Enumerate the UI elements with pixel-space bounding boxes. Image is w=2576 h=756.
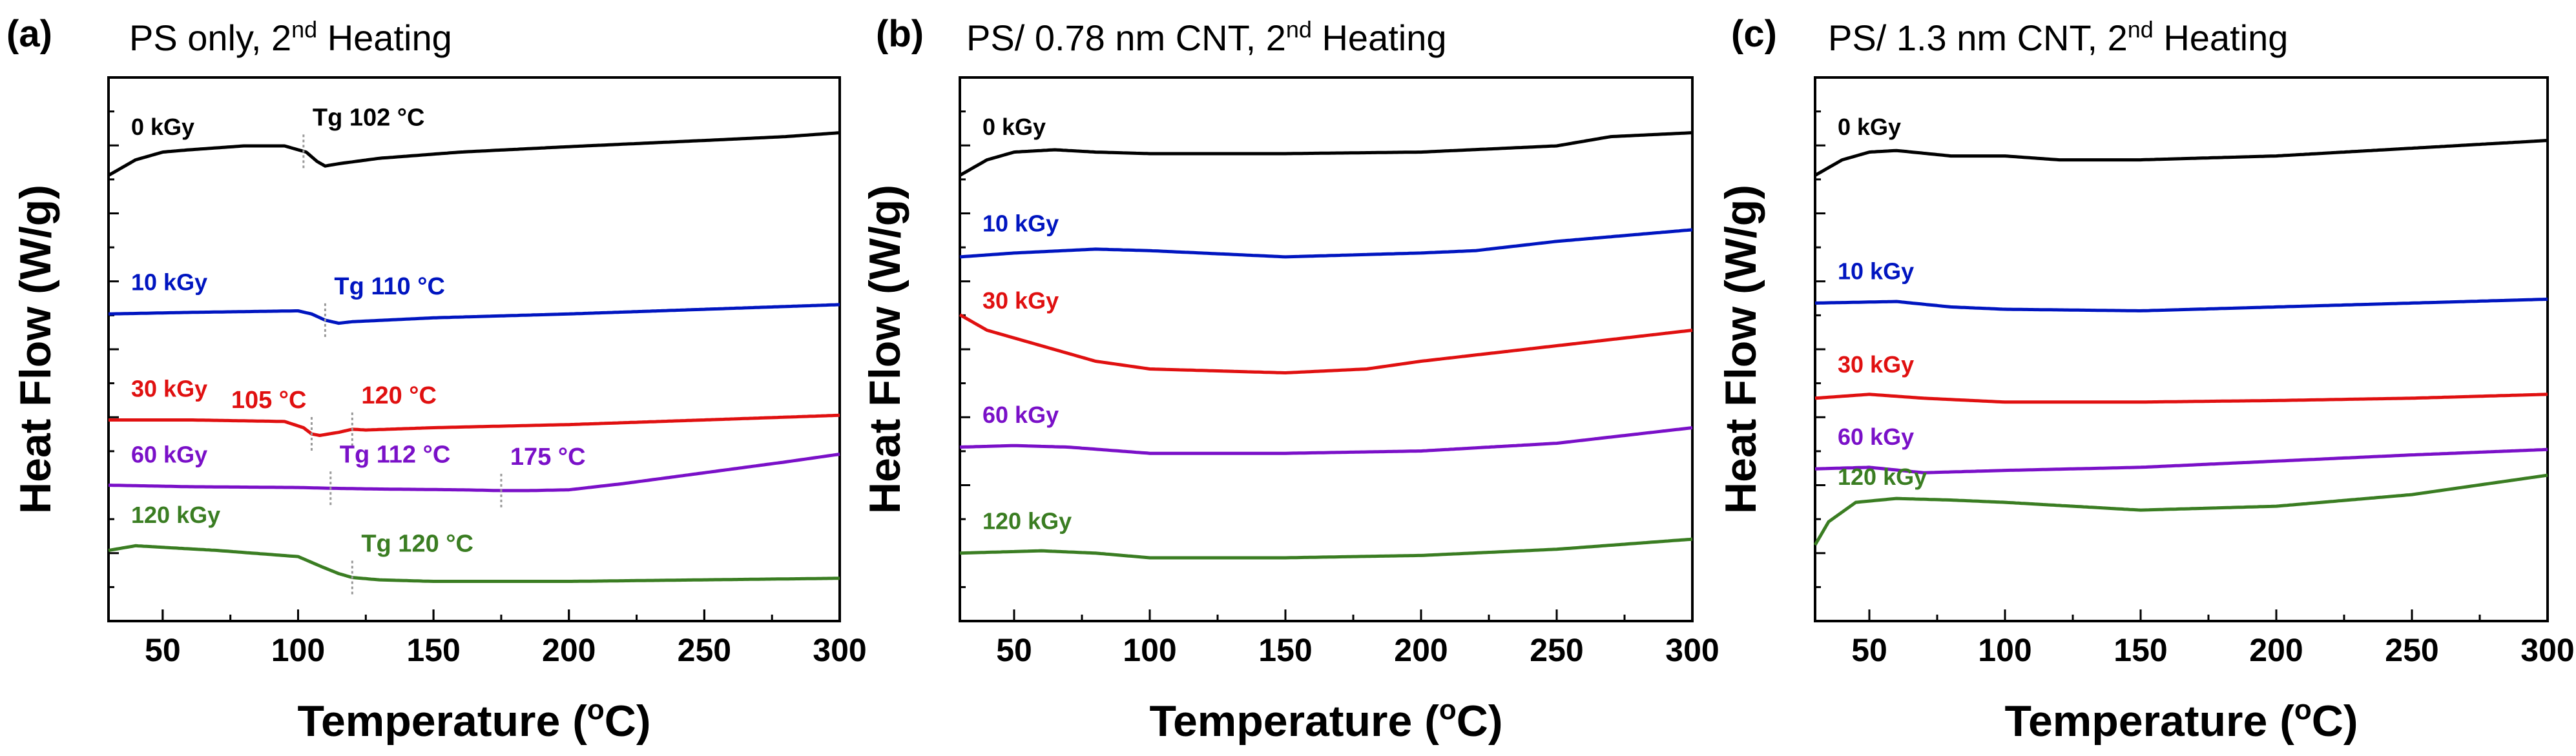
series-line-60-kgy [1814,447,2548,475]
x-axis-title-degree: o [1439,694,1457,726]
x-axis-title: Temperature (oC) [297,694,650,746]
plot-frame [107,76,841,622]
chart-title-superscript: nd [2128,16,2154,43]
x-tick-label: 50 [996,632,1032,668]
x-tick-label: 200 [542,632,596,668]
x-axis-title-end: C) [2312,697,2358,746]
x-tick-label: 100 [271,632,325,668]
x-tick-label: 250 [1530,632,1583,668]
panel-letter: (b) [876,13,924,55]
panel-letter: (c) [1731,13,1777,55]
series-line-10-kgy [959,228,1693,259]
chart-title: PS only, 2nd Heating [129,16,452,58]
chart-title-rest: Heating [317,17,452,58]
x-tick-label: 200 [1394,632,1448,668]
x-tick-label: 50 [145,632,181,668]
series-label: 30 kGy [1838,351,1914,378]
series-label: 120 kGy [131,502,220,528]
plot-frame [959,76,1694,622]
x-axis-title-main: Temperature ( [2004,697,2294,746]
series-label: 120 kGy [982,507,1072,534]
series-label: 60 kGy [131,441,207,467]
chart-title: PS/ 0.78 nm CNT, 2nd Heating [966,16,1447,58]
series-line-30-kgy [109,413,840,437]
chart-title-superscript: nd [291,16,317,43]
chart-title-main: PS only, 2 [129,17,291,58]
chart-title-rest: Heating [1312,17,1447,58]
series-line-0-kgy [107,131,840,177]
series-line-0-kgy [1814,139,2548,177]
x-axis-title: Temperature (oC) [1149,694,1502,746]
x-tick-label: 300 [813,632,866,668]
chart-title-rest: Heating [2154,17,2289,58]
x-tick-label: 100 [1978,632,2031,668]
x-axis-title-degree: o [587,694,605,726]
x-tick-label: 200 [2249,632,2303,668]
series-label: 0 kGy [131,114,194,140]
annotation-label: 175 °C [510,444,586,471]
annotation-label: 105 °C [231,387,307,414]
series-line-10-kgy [108,303,840,325]
series-label: 0 kGy [1838,114,1901,140]
series-line-120-kgy [959,537,1693,560]
chart-panel-3: (c) PS/ 1.3 nm CNT, 2nd Heating 50 100 150 20… [1716,13,2575,746]
series-line-30-kgy [959,313,1693,374]
x-tick-label: 100 [1123,632,1176,668]
series-line-120-kgy [108,544,840,583]
annotation-label: Tg 110 °C [334,273,444,300]
series-label: 10 kGy [131,269,207,295]
x-axis-title-main: Temperature ( [1149,697,1439,746]
x-tick-label: 50 [1851,632,1887,668]
series-label: 120 kGy [1838,464,1927,490]
series-label: 60 kGy [1838,424,1914,450]
x-axis-title-main: Temperature ( [297,697,587,746]
y-axis-title: Heat Flow (W/g) [860,185,909,514]
x-tick-label: 150 [406,632,460,668]
series-line-60-kgy [959,426,1693,455]
series-line-120-kgy [1813,473,2548,546]
series-line-10-kgy [1815,297,2548,312]
series-line-60-kgy [108,453,840,493]
annotation-label: 120 °C [361,382,437,409]
y-axis-title: Heat Flow (W/g) [11,185,60,514]
chart-title-main: PS/ 0.78 nm CNT, 2 [966,17,1286,58]
chart-title-main: PS/ 1.3 nm CNT, 2 [1828,17,2128,58]
annotation-label: Tg 102 °C [313,104,425,131]
x-axis-title-end: C) [605,697,651,746]
x-tick-label: 300 [1665,632,1719,668]
annotation-label: Tg 120 °C [361,531,473,558]
series-label: 60 kGy [982,402,1059,428]
series-label: 30 kGy [982,287,1059,314]
x-axis-title-end: C) [1457,697,1503,746]
x-tick-label: 150 [1258,632,1312,668]
chart-panel-1: (a) PS only, 2nd Heating 50 100 150 200 250 300… [6,13,867,746]
series-line-0-kgy [959,131,1693,177]
x-axis-title-degree: o [2294,694,2312,726]
x-tick-label: 300 [2520,632,2574,668]
chart-title-superscript: nd [1286,16,1312,43]
x-axis-title: Temperature (oC) [2004,694,2358,746]
series-line-30-kgy [1814,393,2548,404]
chart-panel-2: (b) PS/ 0.78 nm CNT, 2nd Heating 50 100 150 2… [860,13,1719,746]
x-tick-label: 250 [678,632,731,668]
x-tick-label: 250 [2385,632,2438,668]
x-tick-label: 150 [2114,632,2167,668]
series-label: 30 kGy [131,375,207,402]
series-label: 10 kGy [1838,258,1914,284]
y-axis-title: Heat Flow (W/g) [1716,185,1765,514]
series-label: 10 kGy [982,210,1059,236]
annotation-label: Tg 112 °C [340,441,450,468]
panel-letter: (a) [6,13,52,55]
chart-title: PS/ 1.3 nm CNT, 2nd Heating [1828,16,2288,58]
series-label: 0 kGy [982,114,1046,140]
